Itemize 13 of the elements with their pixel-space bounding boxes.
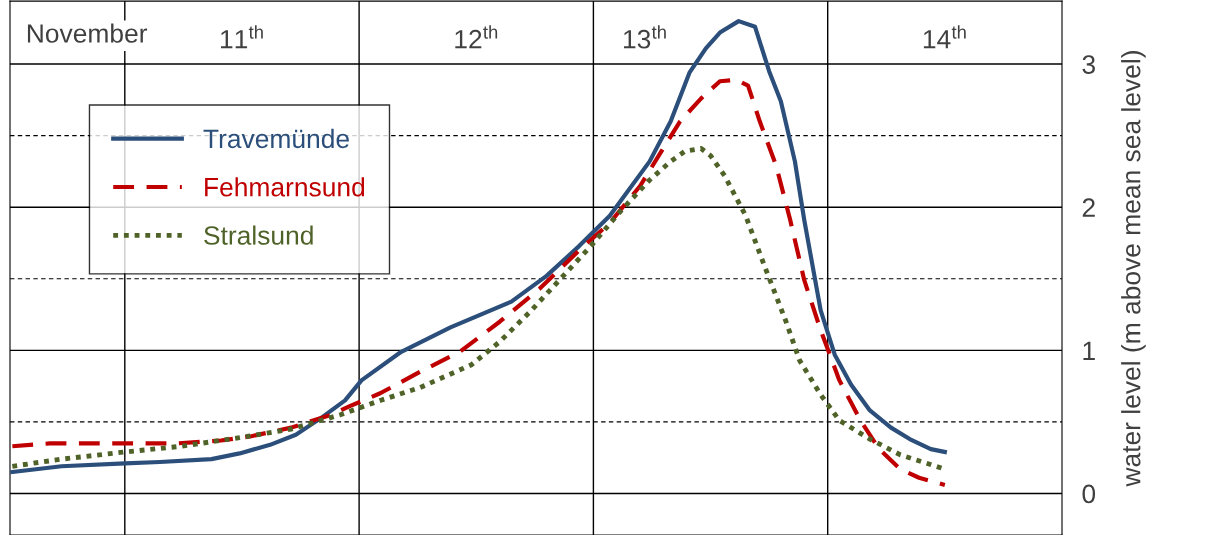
y-tick-label: 1 — [1083, 341, 1095, 360]
legend-label: Travemünde — [203, 128, 349, 149]
y-tick-label: 3 — [1082, 55, 1095, 74]
legend-label: Stralsund — [204, 225, 313, 245]
x-tick-label: 14$^{th}$ — [923, 25, 966, 49]
x-tick-label: 11$^{th}$ — [221, 25, 263, 49]
y-tick-label: 0 — [1082, 484, 1096, 504]
y-axis-title: water level (m above mean sea level) — [1121, 51, 1146, 487]
y-tick-label: 2 — [1082, 198, 1095, 217]
annotation: November — [27, 23, 148, 43]
legend-label: Fehmarnsund — [205, 177, 365, 197]
x-tick-label: 12$^{th}$ — [455, 25, 498, 49]
x-tick-label: 13$^{th}$ — [624, 25, 666, 49]
